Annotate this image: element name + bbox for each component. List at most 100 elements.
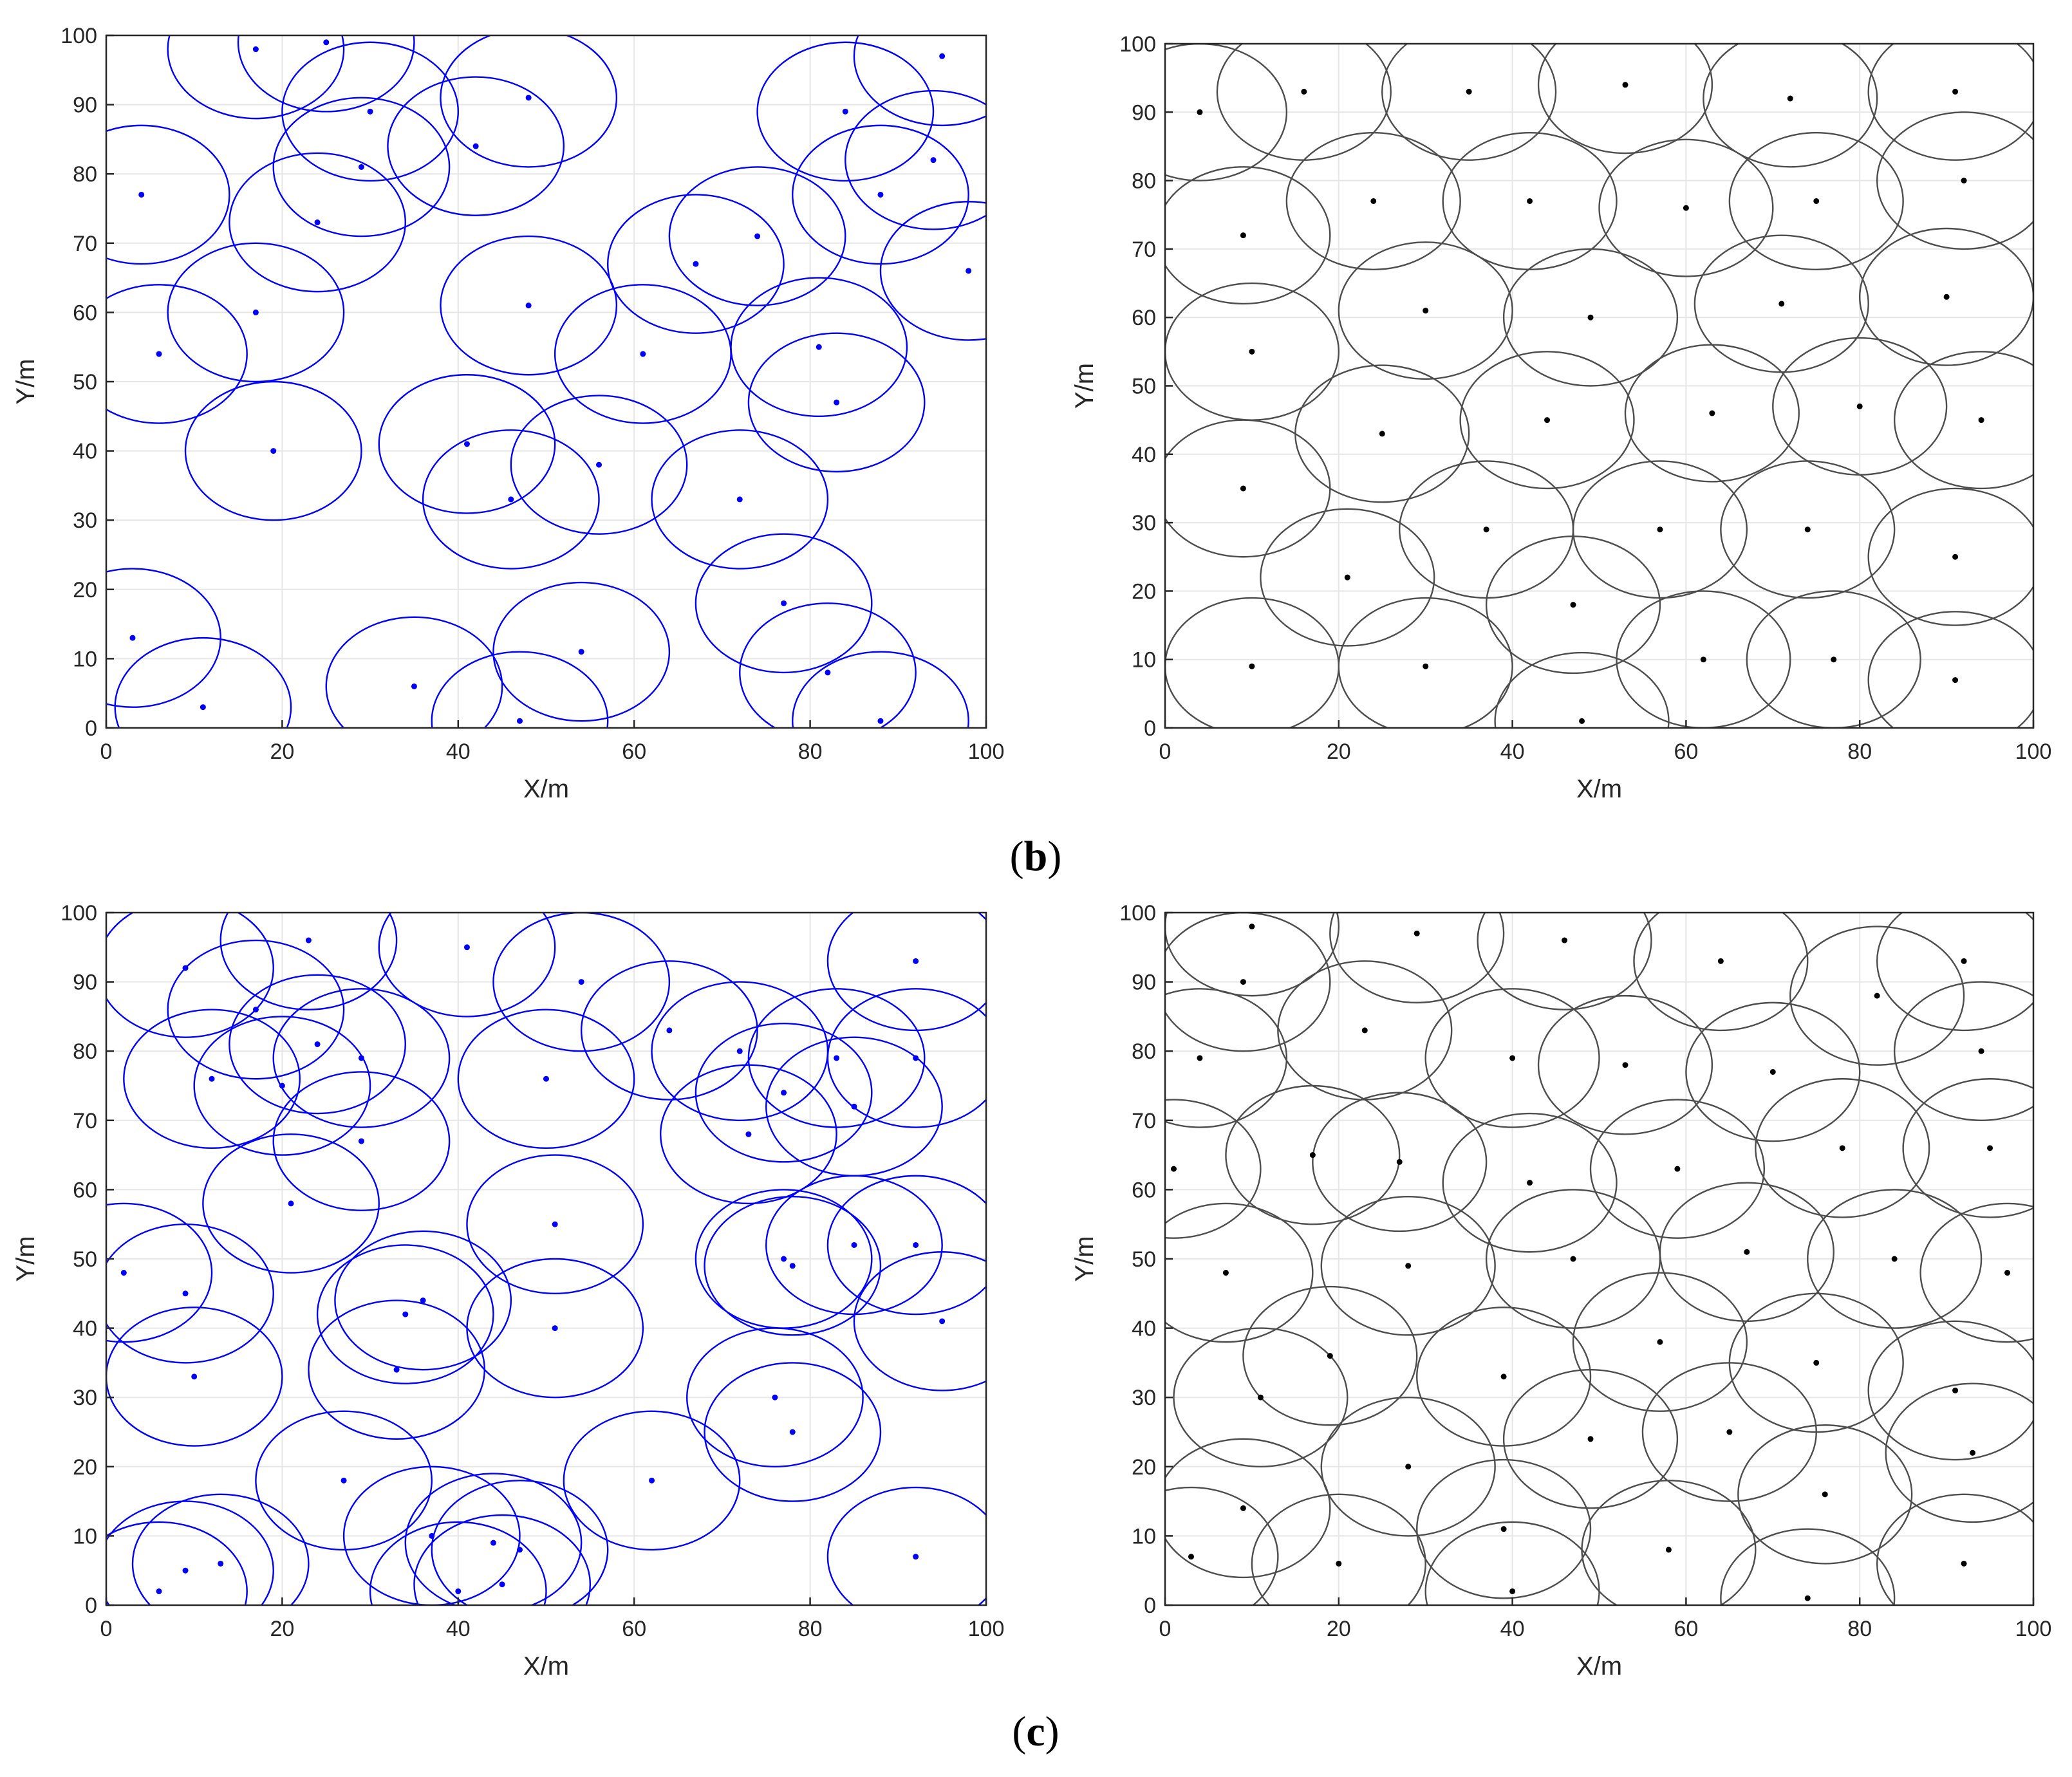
b-left-y-tick-label: 90: [73, 93, 97, 118]
c-left-coverage-circle: [563, 1410, 741, 1551]
b-left-sensor-node: [825, 669, 831, 676]
c-right-coverage-circle: [1225, 1084, 1401, 1225]
b-left-coverage-circles: [106, 35, 986, 728]
c-left-coverage-circle: [106, 913, 274, 1038]
b-right-coverage-circle: [1165, 44, 1288, 181]
c-right-sensor-node: [1396, 1158, 1403, 1165]
c-right-y-tick-label: 100: [1119, 901, 1156, 926]
c-left-sensor-node: [279, 1083, 285, 1089]
c-left-sensor-node: [939, 1318, 946, 1325]
b-right-x-tick-label: 80: [1847, 740, 1872, 764]
c-right-sensor-node: [1562, 937, 1568, 944]
b-right-sensor-node: [1466, 88, 1472, 95]
b-right-y-tick-label: 90: [1132, 100, 1156, 125]
caption-b: (b): [1010, 833, 1062, 880]
b-left-y-tick-label: 70: [73, 232, 97, 256]
c-right-sensor-node: [1961, 1560, 1967, 1567]
c-right-sensor-node: [1717, 958, 1724, 964]
c-right-sensor-node: [2004, 1270, 2011, 1276]
b-right-sensor-node: [1804, 526, 1811, 533]
b-right-sensor-node: [1370, 198, 1377, 204]
b-left-sensor-node: [314, 219, 321, 226]
b-left-sensor-node: [200, 704, 206, 711]
b-left-x-tick-label: 20: [270, 740, 294, 764]
c-right-sensor-node: [1587, 1436, 1594, 1442]
b-right-coverage-circle: [1876, 111, 2033, 250]
b-right-coverage-circle: [1459, 351, 1635, 490]
c-right-sensor-node: [1839, 1145, 1845, 1151]
c-right-sensor-node: [1961, 958, 1967, 964]
b-left-sensor-node: [781, 600, 787, 606]
b-right-sensor-node: [1301, 88, 1307, 95]
b-right-coverage-circle: [1867, 611, 2033, 728]
b-right-sensor-node: [1961, 178, 1967, 184]
chart-panel-top-left: 0 20 40 60 80 100 0 10 20 30 40 50 60 70 80 90 100 X/m Y/m: [12, 24, 1004, 803]
b-left-sensor-node: [411, 683, 417, 689]
b-right-sensor-node: [1423, 308, 1429, 314]
b-left-sensor-node: [693, 261, 699, 267]
c-left-sensor-node: [913, 1554, 919, 1560]
c-right-coverage-circle: [1165, 988, 1288, 1128]
b-left-sensor-node: [516, 718, 523, 724]
b-right-sensor-node: [1657, 526, 1663, 533]
c-left-x-axis-label: X/m: [523, 1652, 569, 1680]
c-right-y-tick-label: 30: [1132, 1386, 1156, 1410]
c-right-y-tick-label: 10: [1132, 1524, 1156, 1549]
c-right-coverage-circle: [1477, 913, 1652, 1010]
c-right-sensor-node: [1327, 1353, 1333, 1359]
b-right-coverage-circles: [1165, 44, 2033, 728]
b-right-x-axis-label: X/m: [1576, 775, 1622, 803]
c-left-sensor-node: [490, 1540, 496, 1546]
b-left-x-tick-label: 80: [798, 740, 823, 764]
c-right-coverage-circle: [1312, 1092, 1488, 1233]
c-left-coverage-circle: [167, 939, 345, 1080]
c-left-sensor-node: [552, 1325, 558, 1332]
b-left-sensor-node: [463, 441, 470, 447]
c-left-sensor-node: [429, 1532, 435, 1539]
c-left-sensor-node: [305, 937, 312, 944]
b-right-y-tick-label: 0: [1144, 716, 1156, 741]
b-right-coverage-circle: [1260, 508, 1435, 647]
b-right-sensor-node: [1197, 109, 1203, 115]
c-right-sensor-node: [1665, 1547, 1672, 1553]
b-left-x-tick-label: 40: [446, 740, 471, 764]
c-right-coverage-circle: [1572, 1272, 1748, 1412]
b-left-coverage-circle: [281, 41, 459, 182]
b-right-y-tick-label: 60: [1132, 306, 1156, 330]
c-right-sensor-node: [1509, 1588, 1516, 1594]
c-left-sensor-node: [499, 1581, 505, 1588]
c-right-sensor-node: [1970, 1449, 1976, 1456]
c-left-sensor-node: [543, 1075, 549, 1082]
c-right-sensor-node: [1500, 1373, 1507, 1380]
b-left-coverage-circle: [106, 284, 248, 424]
c-left-coverage-circle: [853, 1251, 986, 1391]
c-right-coverage-circle: [1502, 1368, 1679, 1509]
c-right-coverage-circle: [1165, 1486, 1279, 1605]
c-left-coverage-circle: [826, 1175, 986, 1316]
c-right-coverage-circle: [1442, 1112, 1618, 1253]
b-left-coverage-circle: [272, 97, 451, 237]
b-right-sensor-node: [1831, 656, 1837, 663]
c-left-sensor-node: [781, 1090, 787, 1096]
b-left-coverage-circle: [651, 429, 829, 570]
c-left-y-tick-label: 90: [73, 971, 97, 995]
b-right-coverage-circle: [1285, 131, 1461, 270]
c-left-coverage-circle: [106, 1500, 274, 1605]
c-left-sensor-node: [420, 1298, 426, 1304]
b-right-sensor-node: [1978, 417, 1984, 423]
c-left-coverage-circle: [193, 1016, 371, 1156]
b-right-sensor-node: [1423, 663, 1429, 669]
b-left-sensor-node: [930, 157, 937, 163]
c-right-coverage-circle: [1329, 913, 1505, 1004]
b-right-coverage-circle: [1165, 419, 1331, 558]
c-right-coverage-circle: [1173, 1327, 1349, 1467]
c-left-coverage-circle: [255, 1410, 433, 1551]
c-right-sensor-node: [1336, 1560, 1342, 1567]
c-right-coverage-circle: [1867, 1320, 2033, 1461]
b-left-coverage-circle: [739, 602, 917, 728]
c-right-coverage-circle: [1807, 1189, 1983, 1329]
c-left-sensor-node: [913, 1055, 919, 1061]
c-left-sensor-node: [209, 1075, 215, 1082]
c-right-coverage-circles: [1165, 913, 2033, 1605]
b-left-sensor-node: [877, 718, 884, 724]
